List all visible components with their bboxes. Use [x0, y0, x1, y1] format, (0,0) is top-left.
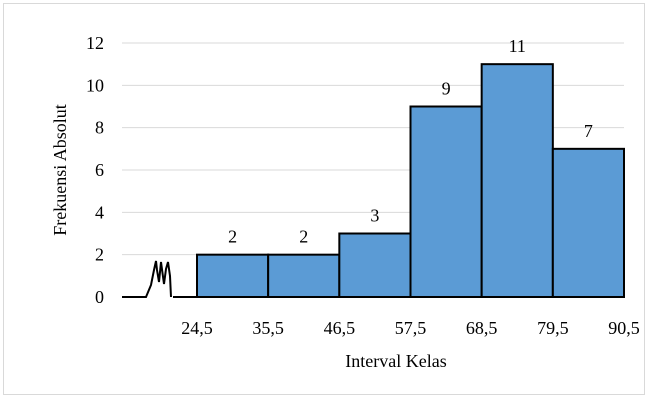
y-tick-label: 10 [86, 75, 104, 95]
data-labels: 2 2 3 9 11 7 [228, 36, 593, 247]
bar-data-label: 9 [442, 79, 451, 99]
x-tick-label: 35,5 [252, 318, 284, 338]
axis-break-mark [122, 260, 197, 298]
histogram-bar [551, 147, 625, 298]
histogram-bar [409, 105, 483, 298]
histogram-bar [480, 63, 554, 298]
axis-break-zigzag [122, 260, 172, 298]
x-tick-label: 46,5 [324, 318, 356, 338]
y-tick-label: 12 [86, 33, 104, 53]
histogram-bar [196, 253, 270, 299]
x-tick-label: 90,5 [608, 318, 640, 338]
x-tick-label: 68,5 [466, 318, 498, 338]
bar-data-label: 3 [370, 206, 379, 226]
x-tick-label: 24,5 [181, 318, 213, 338]
y-axis-title: Frekuensi Absolut [50, 104, 70, 236]
histogram-bar [338, 232, 412, 298]
y-tick-label: 0 [95, 287, 104, 307]
y-tick-label: 4 [95, 202, 104, 222]
bars [196, 63, 625, 299]
bar-data-label: 2 [228, 227, 237, 247]
histogram-bar [267, 253, 341, 299]
y-tick-label: 8 [95, 118, 104, 138]
x-axis-tick-labels: 24,5 35,5 46,5 57,5 68,5 79,5 90,5 [181, 318, 640, 338]
x-axis-title: Interval Kelas [345, 351, 446, 371]
x-tick-label: 57,5 [395, 318, 427, 338]
y-axis-tick-labels: 0 2 4 6 8 10 12 [86, 33, 104, 307]
bar-data-label: 7 [584, 121, 593, 141]
bar-data-label: 2 [299, 227, 308, 247]
y-tick-label: 6 [95, 160, 104, 180]
x-tick-label: 79,5 [537, 318, 569, 338]
bar-data-label: 11 [509, 36, 526, 56]
y-tick-label: 2 [95, 245, 104, 265]
